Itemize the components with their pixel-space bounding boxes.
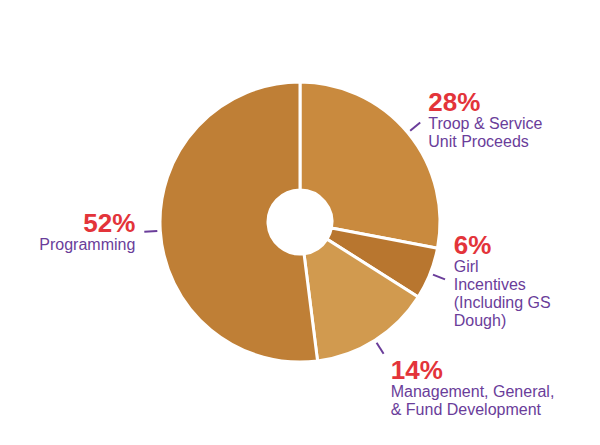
- svg-text:Troop & ServiceUnit Proceeds: Troop & ServiceUnit Proceeds: [428, 115, 542, 150]
- svg-text:52%: 52%: [83, 208, 135, 238]
- svg-text:6%: 6%: [454, 230, 492, 260]
- svg-text:GirlIncentives(Including GSDou: GirlIncentives(Including GSDough): [454, 258, 551, 329]
- svg-text:Management, General,& Fund Dev: Management, General,& Fund Development: [391, 383, 555, 418]
- svg-text:28%: 28%: [428, 87, 480, 117]
- svg-text:Programming: Programming: [39, 236, 135, 253]
- svg-text:14%: 14%: [391, 355, 443, 385]
